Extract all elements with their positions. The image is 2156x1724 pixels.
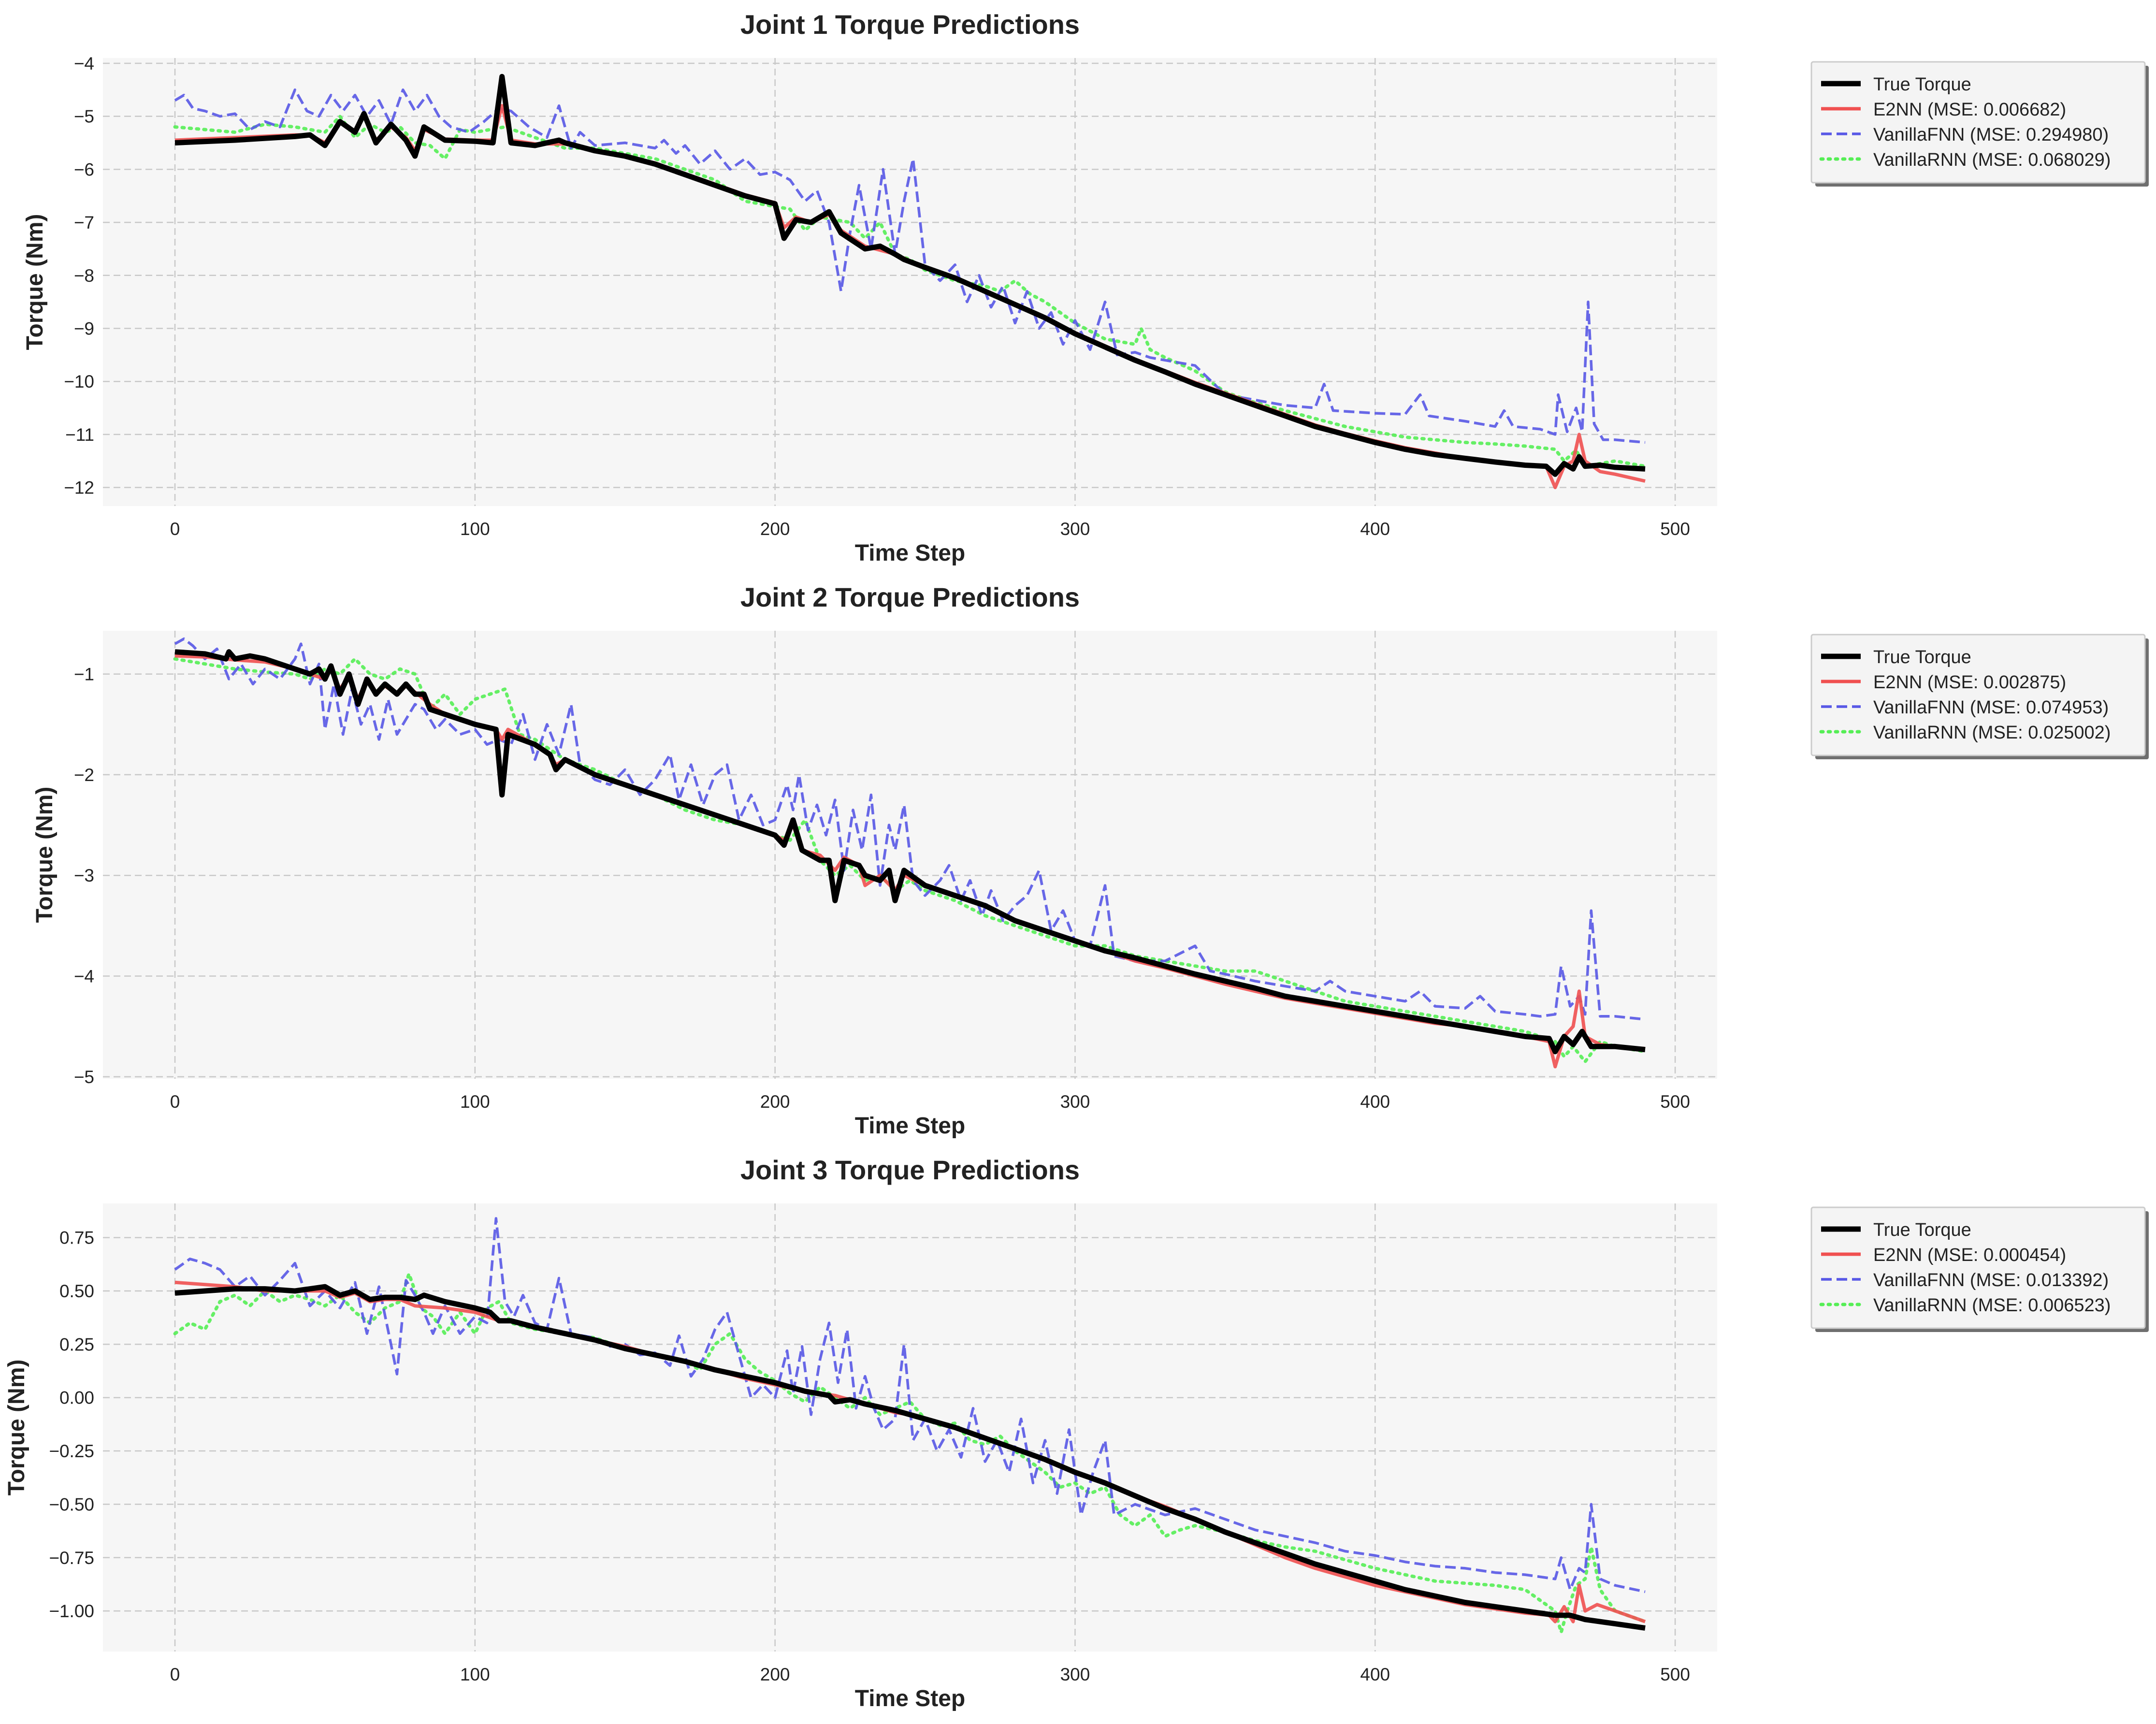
y-tick-label: −7: [74, 213, 94, 232]
series-line-true-torque: [174, 649, 1646, 1055]
y-tick-label: −1.00: [49, 1601, 94, 1621]
y-tick-label: −9: [74, 319, 94, 338]
x-axis-label: Time Step: [855, 1686, 966, 1711]
x-tick-label: 500: [1660, 1092, 1690, 1112]
legend: [1810, 1206, 2146, 1329]
y-axis-label: Torque (Nm): [4, 1360, 29, 1496]
legend-label-e2nn: E2NN (MSE: 0.006682): [1873, 100, 2066, 120]
series-line-vanilla-fnn: [174, 88, 1646, 444]
y-tick-label: −1: [74, 665, 94, 684]
chart-title: Joint 2 Torque Predictions: [740, 582, 1080, 612]
y-tick-label: 0.50: [59, 1281, 94, 1301]
y-tick-label: −0.25: [49, 1441, 94, 1461]
x-tick-label: 200: [760, 1665, 790, 1684]
legend-label-vanilla-fnn: VanillaFNN (MSE: 0.294980): [1873, 125, 2109, 145]
x-tick-label: 100: [460, 1665, 490, 1684]
x-tick-label: 500: [1660, 1665, 1690, 1684]
y-tick-label: −5: [74, 107, 94, 127]
y-tick-label: 0.75: [59, 1228, 94, 1248]
y-tick-label: −5: [74, 1067, 94, 1087]
series-line-vanilla-rnn: [173, 1272, 1647, 1634]
x-tick-label: 0: [170, 1092, 180, 1112]
y-tick-label: −3: [74, 866, 94, 885]
series-line-vanilla-fnn: [174, 637, 1646, 1021]
legend-label-vanilla-rnn: VanillaRNN (MSE: 0.068029): [1873, 150, 2111, 170]
y-tick-label: −10: [64, 372, 94, 391]
legend-label-true-torque: True Torque: [1873, 1220, 1971, 1240]
x-tick-label: 300: [1060, 1665, 1090, 1684]
y-tick-label: −0.75: [49, 1548, 94, 1568]
chart-panel-3: 0 100 200 300 400 500 0.75 0.50 0.25 0.00 −0.25 −0.…: [4, 1155, 2149, 1711]
y-tick-label: −8: [74, 266, 94, 286]
series-line-true-torque: [174, 73, 1646, 477]
x-tick-label: 100: [460, 519, 490, 539]
x-tick-label: 200: [760, 519, 790, 539]
x-tick-label: 0: [170, 519, 180, 539]
legend-label-vanilla-rnn: VanillaRNN (MSE: 0.025002): [1873, 723, 2111, 743]
chart-panel-1: 0 100 200 300 400 500 −4 −5 −6 −7 −8 −9 −10 −11 −12 Joi…: [22, 9, 2149, 566]
chart-title: Joint 3 Torque Predictions: [740, 1155, 1080, 1185]
y-axis-label: Torque (Nm): [32, 787, 58, 923]
x-tick-label: 300: [1060, 1092, 1090, 1112]
y-tick-label: −12: [64, 478, 94, 498]
y-tick-label: −6: [74, 159, 94, 179]
y-tick-label: −0.50: [49, 1494, 94, 1514]
x-tick-label: 400: [1360, 1092, 1390, 1112]
legend-label-vanilla-rnn: VanillaRNN (MSE: 0.006523): [1873, 1295, 2111, 1316]
x-tick-label: 400: [1360, 519, 1390, 539]
series-line-vanilla-fnn: [174, 1217, 1646, 1594]
legend-label-true-torque: True Torque: [1873, 74, 1971, 95]
y-tick-label: −4: [74, 967, 94, 986]
x-tick-label: 400: [1360, 1665, 1390, 1684]
x-tick-label: 500: [1660, 519, 1690, 539]
legend: [1810, 61, 2146, 184]
y-tick-label: 0.25: [59, 1334, 94, 1354]
legend-label-e2nn: E2NN (MSE: 0.000454): [1873, 1245, 2066, 1265]
chart-title: Joint 1 Torque Predictions: [740, 9, 1080, 40]
x-tick-label: 0: [170, 1665, 180, 1684]
legend-label-true-torque: True Torque: [1873, 647, 1971, 667]
y-tick-label: −2: [74, 765, 94, 785]
legend-label-vanilla-fnn: VanillaFNN (MSE: 0.013392): [1873, 1270, 2109, 1290]
series-line-vanilla-rnn: [173, 115, 1647, 468]
y-tick-label: −4: [74, 54, 94, 73]
series-line-true-torque: [174, 1284, 1646, 1631]
y-tick-label: 0.00: [59, 1388, 94, 1408]
plot-area: [103, 1203, 1717, 1652]
y-tick-label: −11: [65, 425, 94, 445]
x-tick-label: 300: [1060, 519, 1090, 539]
chart-panel-2: 0 100 200 300 400 500 −1 −2 −3 −4 −5 Joint 2 Torque…: [32, 582, 2149, 1139]
x-tick-label: 100: [460, 1092, 490, 1112]
x-tick-label: 200: [760, 1092, 790, 1112]
y-axis-label: Torque (Nm): [22, 214, 48, 350]
legend: [1810, 634, 2146, 756]
x-axis-label: Time Step: [855, 1113, 966, 1139]
legend-label-e2nn: E2NN (MSE: 0.002875): [1873, 672, 2066, 693]
x-axis-label: Time Step: [855, 540, 966, 566]
legend-label-vanilla-fnn: VanillaFNN (MSE: 0.074953): [1873, 697, 2109, 718]
